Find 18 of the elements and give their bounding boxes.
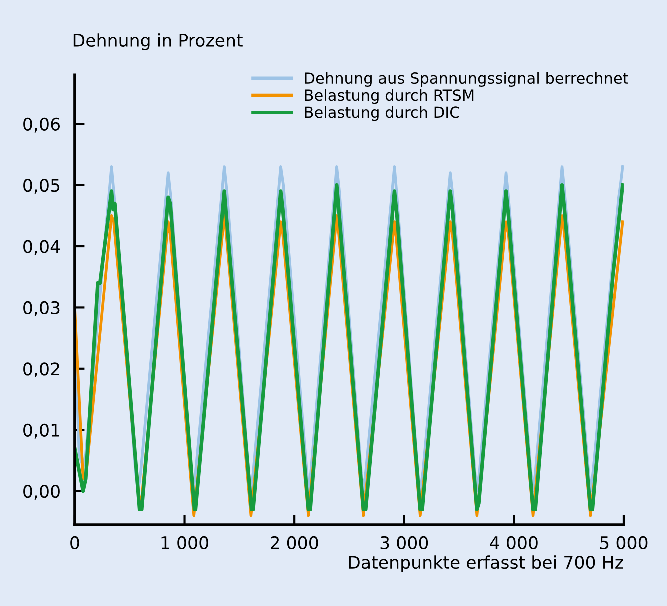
x-tick-label: 5 000 <box>600 536 648 550</box>
legend-label: Dehnung aus Spannungssignal berrechnet <box>305 72 628 88</box>
x-tick-label: 0 <box>70 536 80 550</box>
y-tick-label: 0,04 <box>24 240 60 256</box>
x-tick-label: 1 000 <box>162 536 208 550</box>
y-tick-label: 0,01 <box>24 424 60 439</box>
y-tick-label: 0,00 <box>24 485 60 500</box>
y-tick-label: 0,06 <box>24 118 60 133</box>
x-tick-label: 4 000 <box>490 536 538 550</box>
legend-label: Belastung durch RTSM <box>305 89 474 104</box>
legend-label: Belastung durch DIC <box>305 106 460 122</box>
x-axis-title: Datenpunkte erfasst bei 700 Hz <box>349 556 624 572</box>
x-tick-label: 3 000 <box>380 536 428 550</box>
y-tick-label: 0,02 <box>24 362 60 378</box>
y-tick-label: 0,03 <box>24 301 60 316</box>
y-axis-title: Dehnung in Prozent <box>74 34 243 50</box>
y-tick-label: 0,05 <box>24 179 60 194</box>
x-tick-label: 2 000 <box>270 536 318 550</box>
